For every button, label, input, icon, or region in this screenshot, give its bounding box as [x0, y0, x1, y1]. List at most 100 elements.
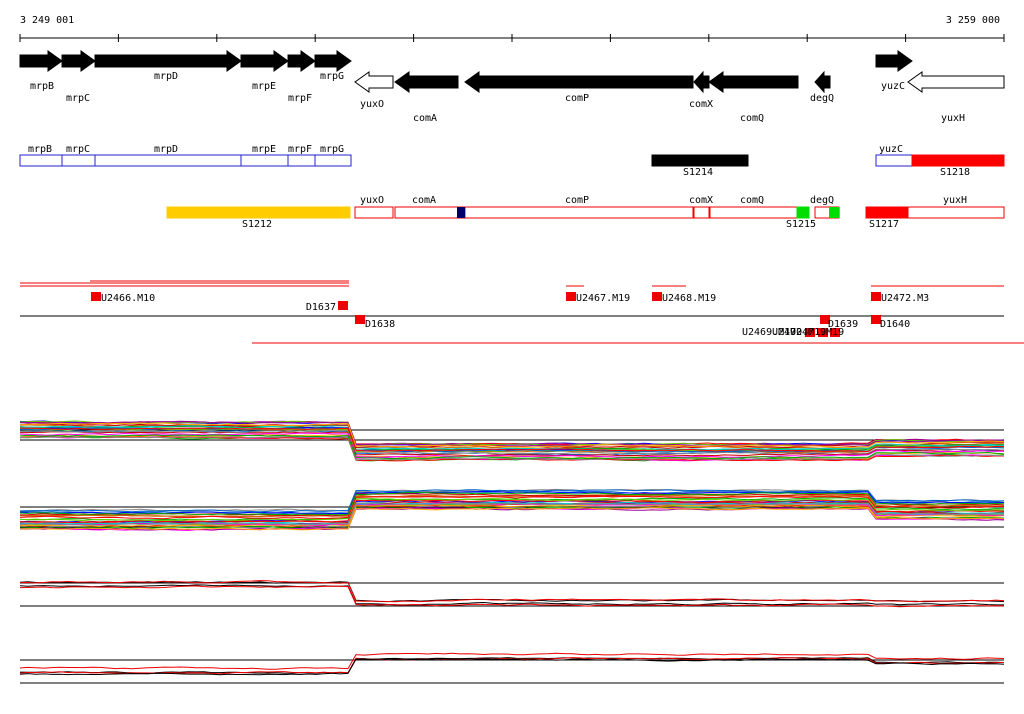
segment [457, 207, 465, 218]
segment-label: mrpB [28, 144, 52, 155]
gene-label: comA [413, 113, 437, 124]
transcript-label: U2467.M19 [576, 293, 630, 304]
expression-trace [19, 436, 1004, 461]
segment [19, 154, 63, 167]
transcript-label: D1640 [880, 319, 910, 330]
transcript-flag [566, 292, 576, 301]
coord-end: 3 259 000 [946, 15, 1000, 26]
expression-trace [19, 427, 1004, 453]
segment [94, 154, 242, 167]
transcript-label: D1639 [828, 319, 858, 330]
segment [875, 154, 913, 167]
segment [354, 206, 394, 219]
expression-trace [19, 500, 1005, 523]
gene-label: mrpG [320, 71, 344, 82]
gene-arrow [94, 50, 242, 72]
segment-label: S1214 [683, 167, 713, 178]
segment [651, 154, 749, 167]
segment-label: mrpD [154, 144, 178, 155]
segment-label: yuxH [943, 195, 967, 206]
gene-label: yuzC [881, 81, 905, 92]
segment [829, 207, 839, 218]
transcript-label: U2470.M19 [772, 327, 826, 338]
expression-trace [19, 421, 1005, 447]
segment-label: yuxO [360, 195, 384, 206]
transcript-flag [871, 315, 881, 324]
expression-trace [19, 652, 1005, 670]
gene-arrow [814, 70, 831, 94]
gene-arrow [240, 50, 289, 72]
gene-arrow [394, 71, 459, 93]
expression-trace [19, 502, 1005, 526]
segment [907, 206, 1005, 219]
segment [865, 206, 909, 219]
gene-arrow [19, 50, 63, 72]
expression-trace [19, 581, 1005, 603]
gene-label: degQ [810, 93, 834, 104]
segment-label: mrpC [66, 144, 90, 155]
expression-trace [19, 494, 1005, 518]
segment-label: yuzC [879, 144, 903, 155]
segment-label: comA [412, 195, 436, 206]
segment-label: S1217 [869, 219, 899, 230]
segment-label: degQ [810, 195, 834, 206]
expression-trace [19, 580, 1005, 603]
segment-label: comP [565, 195, 589, 206]
transcript-label: U2469.M19 [742, 327, 796, 338]
expression-trace [19, 420, 1005, 447]
coord-start: 3 249 001 [20, 15, 74, 26]
expression-trace [19, 424, 1005, 451]
segment [911, 154, 1005, 167]
segment [61, 154, 96, 167]
gene-label: comQ [740, 113, 764, 124]
transcript-label: D1637 [306, 302, 336, 313]
expression-trace [19, 504, 1005, 528]
transcript-flag [818, 328, 828, 337]
transcript-flag [355, 315, 365, 324]
segment-label: comQ [740, 195, 764, 206]
gene-label: mrpC [66, 93, 90, 104]
segment-label: mrpG [320, 144, 344, 155]
expression-trace [19, 507, 1005, 531]
expression-trace [19, 585, 1005, 608]
segment-label: S1215 [786, 219, 816, 230]
segment-label: mrpE [252, 144, 276, 155]
expression-trace [19, 432, 1005, 459]
segment [693, 206, 710, 219]
transcript-label: D1638 [365, 319, 395, 330]
expression-trace [19, 489, 1005, 513]
gene-arrow [314, 50, 352, 72]
transcript-label: U2471.M19 [790, 327, 844, 338]
segment [240, 154, 289, 167]
expression-trace [19, 490, 1005, 515]
transcript-flag [805, 328, 815, 337]
segment-label: S1212 [242, 219, 272, 230]
transcript-flag [830, 328, 840, 337]
gene-arrow [693, 70, 710, 94]
expression-trace [19, 422, 1005, 448]
gene-label: comP [565, 93, 589, 104]
transcript-flag [820, 315, 830, 324]
transcript-flag [871, 292, 881, 301]
expression-trace [20, 498, 1005, 522]
gene-arrow [708, 71, 799, 93]
gene-arrow [907, 71, 1005, 93]
expression-trace [19, 501, 1005, 526]
segment [166, 206, 351, 219]
segment-label: mrpF [288, 144, 312, 155]
segment [314, 154, 352, 167]
gene-label: yuxO [360, 99, 384, 110]
expression-trace [19, 495, 1004, 520]
gene-arrow [875, 50, 913, 72]
gene-label: yuxH [941, 113, 965, 124]
segment-label: comX [689, 195, 713, 206]
segment [287, 154, 316, 167]
gene-label: mrpF [288, 93, 312, 104]
segment [709, 206, 810, 219]
gene-arrow [464, 71, 694, 93]
gene-arrow [61, 50, 96, 72]
gene-arrow [354, 71, 394, 93]
expression-trace [19, 490, 1005, 515]
segment [796, 206, 810, 219]
